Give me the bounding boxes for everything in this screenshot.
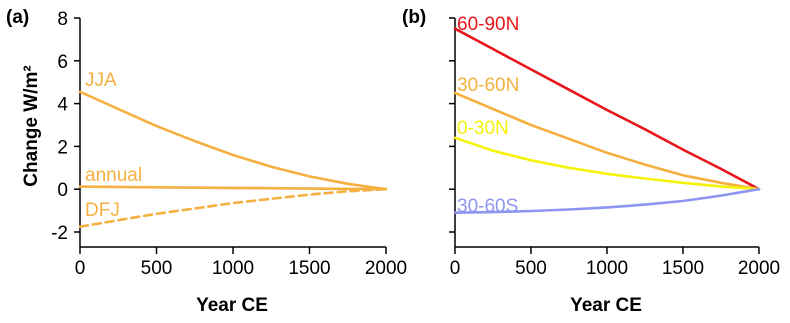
panel-a-y-tick-label: 2 — [57, 137, 68, 158]
panel-a-series-label-jja: JJA — [85, 70, 117, 91]
panel-a-y-axis-title: Change W/m² — [21, 65, 42, 186]
panel-a-x-axis-title: Year CE — [196, 295, 268, 316]
panel-a-x-tick-label: 2000 — [365, 258, 407, 279]
panel-b-series-60-90n-line — [453, 27, 761, 191]
panel-b-x-tick-label: 1500 — [662, 258, 704, 279]
panel-b-series-labels: 60-90N 30-60N 0-30N 30-60S — [457, 14, 519, 217]
panel-a-axes: -2 0 2 4 6 8 0 500 1000 1500 2000 — [51, 9, 407, 279]
panel-b-x-tick-label: 1000 — [586, 258, 628, 279]
panel-b: (b) Year CE 0 500 1000 1500 2000 60-90N 30-60… — [402, 7, 780, 316]
panel-b-axes: 0 500 1000 1500 2000 — [449, 17, 780, 279]
panel-b-series-30-60n-line — [453, 91, 761, 191]
panel-a-series-label-dfj: DFJ — [85, 200, 120, 221]
panel-a-y-tick-label: 8 — [57, 9, 68, 30]
panel-a-y-tick-label: 6 — [57, 52, 68, 73]
panel-b-series-label-0-30n: 0-30N — [457, 118, 509, 139]
panel-a-series-labels: JJA annual DFJ — [85, 70, 142, 221]
panel-a-x-tick-label: 1000 — [212, 258, 254, 279]
panel-b-x-tick-label: 0 — [450, 258, 461, 279]
panel-b-series-0-30n-line — [453, 136, 761, 191]
panel-a-y-tick-label: -2 — [51, 223, 68, 244]
panel-b-series-30-60s-line — [453, 187, 761, 214]
panel-a-x-tick-label: 0 — [75, 258, 86, 279]
panel-b-series-label-30-60n: 30-60N — [457, 75, 519, 96]
panel-b-series-label-60-90n: 60-90N — [457, 14, 519, 35]
panel-a-y-tick-label: 4 — [57, 95, 68, 116]
panel-b-series-label-30-60s: 30-60S — [457, 196, 518, 217]
panel-a-x-tick-label: 1500 — [288, 258, 330, 279]
panel-b-lines — [453, 27, 761, 214]
panel-a-lines — [78, 90, 388, 228]
panel-b-x-axis-title: Year CE — [570, 295, 642, 316]
panel-a: (a) Change W/m² Year CE -2 0 2 4 6 8 0 500 1000 1… — [6, 7, 407, 316]
panel-b-label: (b) — [402, 7, 426, 28]
panel-a-series-dfj-line — [78, 187, 388, 228]
panel-a-series-annual-line — [78, 185, 388, 191]
panel-a-series-label-annual: annual — [85, 165, 142, 186]
panel-b-x-tick-label: 2000 — [738, 258, 780, 279]
panel-a-y-tick-label: 0 — [57, 180, 68, 201]
panel-a-label: (a) — [6, 7, 29, 28]
panel-a-series-jja-line — [78, 90, 388, 191]
panel-a-x-tick-label: 500 — [141, 258, 173, 279]
panel-b-x-tick-label: 500 — [515, 258, 547, 279]
